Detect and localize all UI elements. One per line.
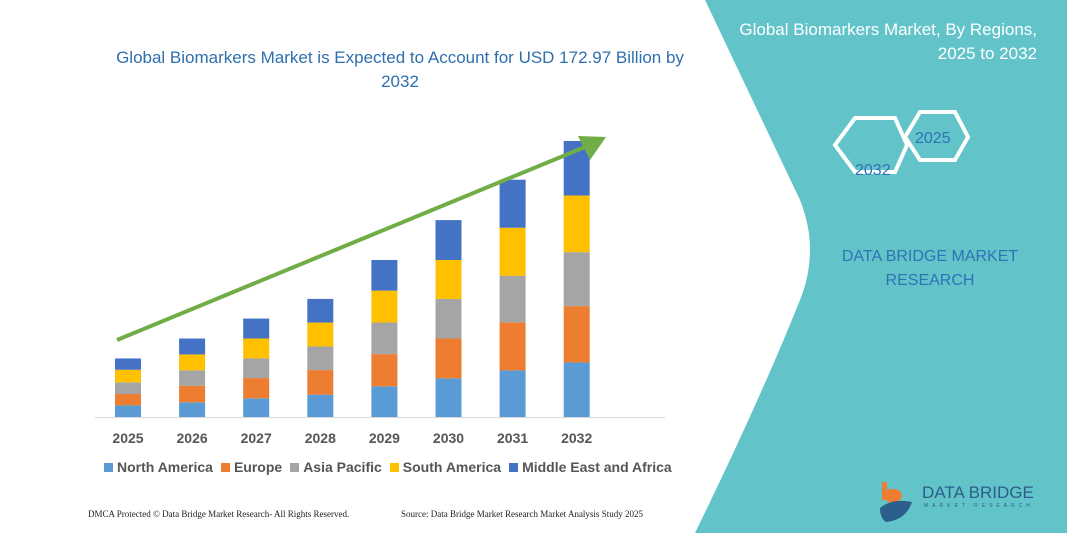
bar-segment-2028-2 — [307, 346, 334, 371]
bar-segment-2027-3 — [243, 338, 270, 359]
bar-segment-2027-4 — [243, 318, 270, 339]
x-tick-label: 2025 — [112, 430, 144, 446]
bar-segment-2029-2 — [371, 322, 398, 355]
legend-item: North America — [104, 459, 213, 475]
bar-segment-2029-1 — [371, 354, 398, 387]
bar-segment-2025-2 — [115, 382, 141, 395]
bar-segment-2031-4 — [499, 179, 526, 228]
bar-segment-2031-2 — [499, 275, 526, 323]
legend-label: South America — [402, 459, 502, 475]
bar-segment-2028-4 — [307, 298, 334, 323]
bar-segment-2026-1 — [179, 385, 206, 403]
trend-arrow — [116, 136, 606, 342]
bar-segment-2032-1 — [563, 306, 590, 363]
bar-segment-2030-4 — [435, 220, 462, 260]
bar-segment-2031-3 — [499, 227, 526, 276]
footer-copyright: DMCA Protected © Data Bridge Market Rese… — [88, 509, 350, 519]
bar-segment-2028-1 — [307, 370, 334, 395]
legend-label: Middle East and Africa — [522, 459, 672, 475]
bar-segment-2025-3 — [115, 369, 141, 383]
x-tick-label: 2027 — [240, 430, 272, 446]
logo-icon — [880, 482, 912, 522]
bar-segment-2031-0 — [499, 370, 526, 417]
legend-item: South America — [389, 459, 502, 475]
bar-segment-2031-1 — [499, 322, 526, 371]
bar-segment-2030-1 — [435, 338, 462, 379]
x-tick-label: 2029 — [368, 430, 400, 446]
bar-segment-2032-2 — [563, 252, 590, 307]
legend-swatch — [220, 462, 230, 472]
x-tick-label: 2026 — [176, 430, 208, 446]
hex-label-2032: 2032 — [855, 162, 891, 179]
legend-label: Asia Pacific — [303, 459, 382, 475]
legend-swatch — [389, 462, 399, 472]
bar-segment-2029-3 — [371, 290, 398, 323]
legend-item: Asia Pacific — [290, 459, 382, 475]
bar-segment-2030-3 — [435, 259, 462, 299]
bar-segment-2029-0 — [371, 386, 398, 417]
bar-segment-2032-0 — [563, 362, 590, 417]
footer-source: Source: Data Bridge Market Research Mark… — [401, 509, 643, 519]
bar-segment-2030-2 — [435, 298, 462, 339]
legend-swatch — [509, 462, 519, 472]
legend-swatch — [290, 462, 300, 472]
bar-segment-2026-4 — [179, 338, 206, 355]
hexagon-2025 — [902, 110, 971, 162]
bar-segment-2025-1 — [115, 394, 141, 406]
side-panel-background — [695, 0, 1067, 533]
legend: North America Europe Asia Pacific South … — [104, 459, 674, 475]
x-tick-label: 2032 — [561, 430, 593, 446]
chart-title: Global Biomarkers Market is Expected to … — [116, 48, 684, 91]
bar-segment-2026-0 — [179, 402, 206, 417]
bar-segment-2030-0 — [435, 378, 462, 417]
x-tick-label: 2031 — [497, 430, 529, 446]
x-tick-label: 2030 — [432, 430, 465, 446]
bar-segment-2025-4 — [115, 358, 141, 370]
bar-segment-2032-3 — [563, 195, 590, 253]
legend-item: Europe — [220, 459, 283, 475]
x-tick-label: 2028 — [304, 430, 336, 446]
bar-segment-2027-1 — [243, 378, 270, 399]
bar-segment-2027-0 — [243, 398, 270, 417]
bar-segment-2029-4 — [371, 259, 398, 291]
bar-segment-2026-3 — [179, 354, 206, 371]
bar-segment-2026-2 — [179, 370, 206, 386]
legend-swatch — [104, 462, 113, 472]
hexagon-2032 — [832, 116, 910, 174]
hex-label-2025: 2025 — [915, 130, 951, 147]
legend-label: Europe — [233, 459, 283, 475]
bar-segment-2025-0 — [115, 405, 141, 417]
bar-segment-2028-0 — [307, 394, 334, 417]
brand-text: DATA BRIDGE MARKET RESEARCH — [841, 248, 1019, 289]
bar-segment-2028-3 — [307, 322, 334, 347]
logo-subtext: MARKET RESEARCH — [924, 503, 1034, 509]
bar-segment-2027-2 — [243, 358, 270, 379]
logo-text: DATA BRIDGE — [922, 483, 1034, 502]
legend-label: North America — [117, 459, 213, 475]
side-panel-title: Global Biomarkers Market, By Regions, 20… — [739, 20, 1037, 63]
legend-item: Middle East and Africa — [509, 459, 672, 475]
